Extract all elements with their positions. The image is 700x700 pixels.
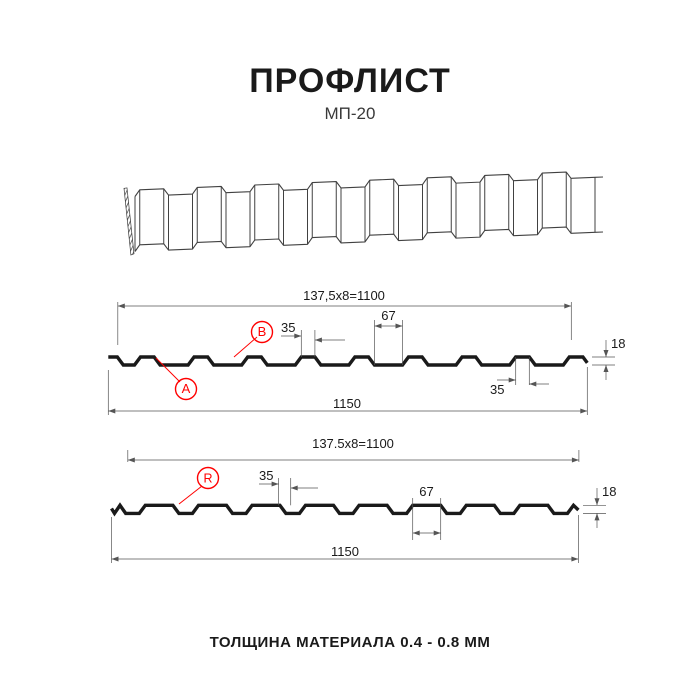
svg-text:35: 35 bbox=[259, 468, 273, 483]
svg-text:B: B bbox=[258, 324, 267, 339]
svg-text:67: 67 bbox=[419, 484, 433, 499]
svg-text:18: 18 bbox=[602, 484, 616, 499]
svg-text:137,5x8=1100: 137,5x8=1100 bbox=[303, 288, 385, 303]
svg-text:1150: 1150 bbox=[333, 396, 361, 411]
svg-text:A: A bbox=[182, 381, 191, 396]
svg-text:1150: 1150 bbox=[331, 544, 359, 559]
svg-text:35: 35 bbox=[490, 382, 504, 397]
svg-text:18: 18 bbox=[611, 336, 625, 351]
svg-text:137.5x8=1100: 137.5x8=1100 bbox=[312, 436, 394, 451]
svg-text:R: R bbox=[203, 472, 212, 486]
svg-text:67: 67 bbox=[381, 308, 395, 323]
svg-text:35: 35 bbox=[281, 320, 295, 335]
